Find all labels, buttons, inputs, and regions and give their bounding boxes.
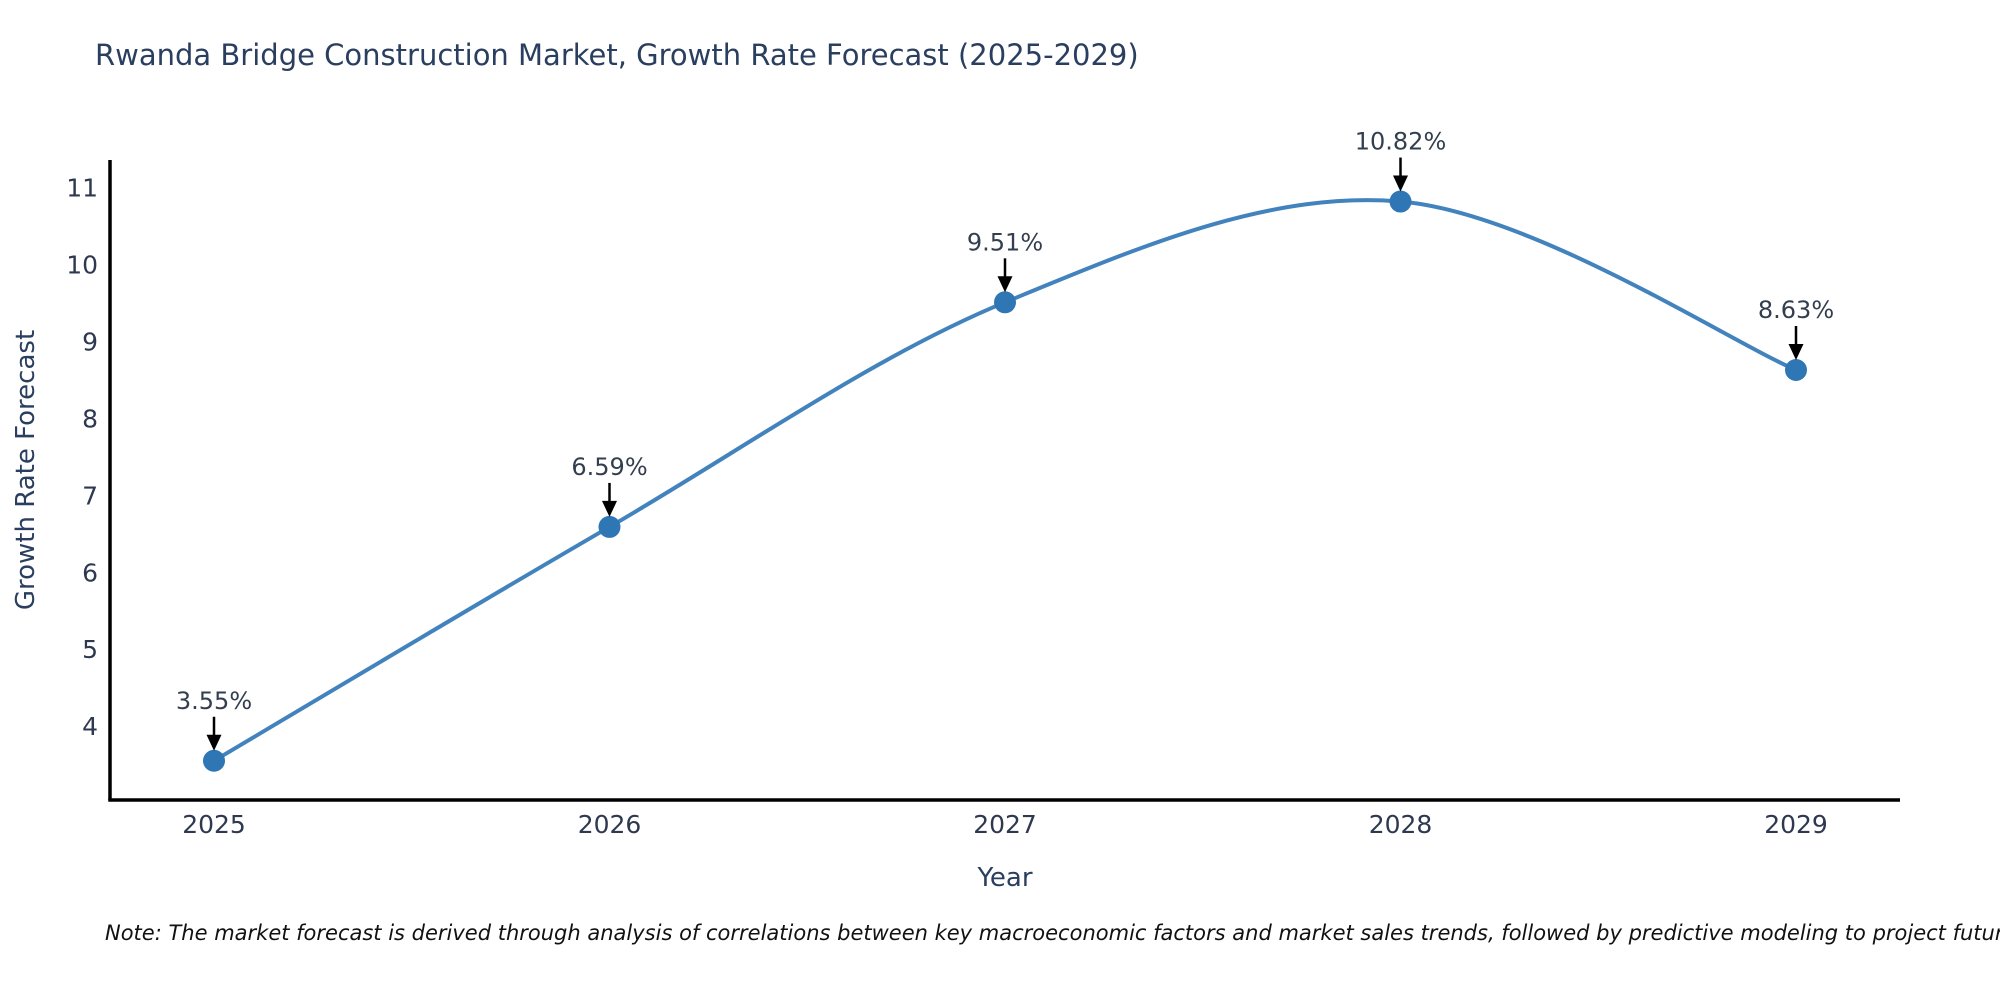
data-point-label: 6.59%	[571, 453, 647, 481]
x-tick-label: 2029	[1764, 810, 1828, 839]
y-tick-label: 6	[82, 558, 98, 587]
y-tick-label: 5	[82, 635, 98, 664]
y-axis-title: Growth Rate Forecast	[11, 330, 41, 610]
x-axis-title: Year	[976, 863, 1032, 893]
annotation-arrow-head	[997, 276, 1013, 293]
x-tick-label: 2028	[1369, 810, 1433, 839]
y-tick-label: 9	[82, 328, 98, 357]
y-tick-label: 11	[66, 174, 98, 203]
annotation-arrow-head	[602, 500, 617, 517]
data-point-marker	[1785, 359, 1807, 381]
annotation-arrow-head	[206, 734, 222, 751]
y-tick-label: 10	[66, 251, 98, 280]
y-tick-label: 4	[82, 712, 98, 741]
data-point-label: 9.51%	[967, 228, 1043, 256]
data-point-label: 10.82%	[1355, 128, 1447, 156]
data-point-label: 3.55%	[176, 687, 252, 715]
x-tick-label: 2027	[973, 810, 1037, 839]
data-point-marker	[598, 515, 621, 538]
annotation-arrow-head	[1788, 344, 1804, 360]
x-tick-label: 2025	[182, 810, 246, 839]
y-tick-label: 8	[82, 404, 98, 433]
data-point-marker	[994, 291, 1016, 314]
annotation-arrow-head	[1393, 175, 1408, 192]
data-point-marker	[1389, 190, 1412, 213]
chart-title: Rwanda Bridge Construction Market, Growt…	[95, 38, 1139, 72]
data-point-marker	[203, 749, 225, 772]
plot-area: 4 5 6 7 8 9 10 11 2025 2026 2027 2028 2029 3.55% 6.59%…	[66, 128, 1900, 839]
y-tick-label: 7	[82, 481, 98, 510]
footnote: Note: The market forecast is derived thr…	[105, 921, 2000, 945]
data-point-label: 8.63%	[1758, 296, 1834, 324]
x-tick-label: 2026	[578, 810, 642, 839]
